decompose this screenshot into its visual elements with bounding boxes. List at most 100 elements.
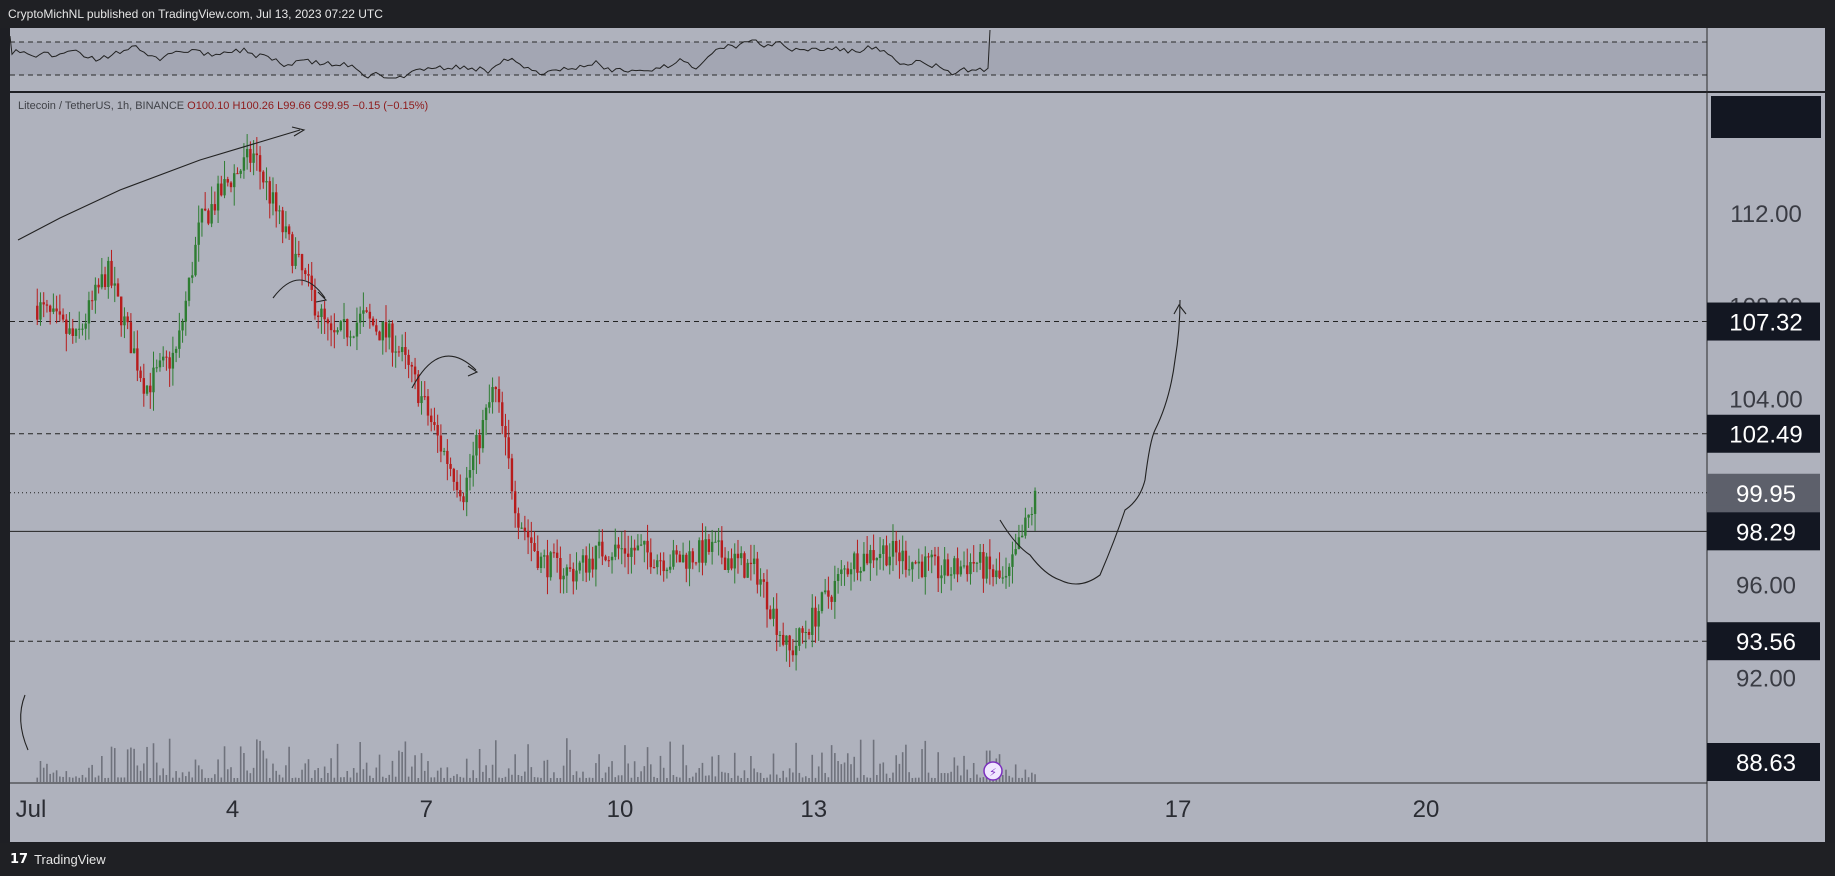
candle-body (878, 553, 882, 559)
volume-bar (617, 775, 620, 782)
candle-body (588, 558, 591, 573)
candle-body (320, 308, 323, 318)
projection-arrow-head (1173, 304, 1187, 315)
candle-body (120, 296, 123, 326)
candle-body (71, 328, 74, 336)
volume-bar (59, 776, 61, 782)
volume-bar (553, 772, 555, 782)
volume-bar (133, 748, 135, 782)
volume-bar (1031, 772, 1033, 782)
candle-body (475, 435, 478, 456)
volume-bar (107, 777, 110, 782)
volume-bar (449, 777, 452, 782)
candle-body (652, 567, 656, 569)
volume-bar (420, 753, 423, 782)
candle-body (262, 171, 265, 183)
candle-body (885, 545, 888, 566)
footer-bar: 17 TradingView (0, 843, 1835, 876)
candle-body (55, 308, 58, 312)
candle-body (794, 645, 798, 656)
volume-bar (411, 766, 413, 782)
candle-body (559, 557, 562, 580)
volume-bar (811, 754, 814, 782)
candle-body (875, 558, 879, 561)
volume-bar (333, 777, 336, 782)
candle-body (730, 558, 733, 569)
candle-body (100, 274, 104, 288)
volume-bar (685, 765, 688, 782)
volume-bar (465, 758, 468, 782)
candle-body (336, 330, 339, 333)
candles (36, 134, 1037, 671)
candle-body (975, 562, 979, 564)
volume-bar (1021, 777, 1023, 782)
volume-bar (252, 767, 255, 782)
x-tick-label: 10 (607, 796, 634, 823)
candle-body (995, 570, 998, 578)
volume-bar (375, 767, 378, 782)
volume-bars (36, 738, 1036, 782)
volume-bar (798, 772, 801, 782)
candle-body (300, 254, 304, 271)
time-axis: Jul 4 7 10 13 17 20 (16, 796, 1440, 823)
volume-bar (359, 742, 361, 782)
volume-bar (398, 750, 400, 782)
candle-body (714, 541, 717, 543)
volume-bar (1014, 764, 1017, 782)
candle-body (442, 450, 446, 452)
candle-body (291, 234, 294, 266)
volume-bar (262, 750, 265, 782)
candle-body (439, 435, 443, 452)
price-label-1: 102.49 (1707, 414, 1820, 453)
candle-body (936, 556, 940, 579)
volume-bar (918, 777, 920, 782)
candle-body (914, 562, 917, 564)
volume-bar (614, 777, 617, 782)
candle-body (417, 374, 420, 404)
tradingview-logo[interactable]: 17 TradingView (10, 852, 106, 867)
candle-body (520, 527, 523, 529)
volume-bar (733, 752, 736, 782)
candle-body (313, 289, 317, 316)
candle-body (688, 551, 691, 569)
candle-body (1017, 537, 1021, 550)
candle-body (139, 370, 142, 379)
candle-body (626, 553, 630, 557)
volume-bar (356, 772, 358, 782)
volume-bar (808, 777, 810, 782)
volume-bar (462, 777, 465, 782)
volume-bar (394, 776, 397, 782)
candle-body (591, 558, 594, 570)
volume-bar (717, 755, 720, 782)
price-label-4: 98.29 (1707, 512, 1820, 551)
candle-body (962, 565, 966, 567)
candle-body (223, 179, 226, 196)
y-tick-label: 112.00 (1730, 201, 1802, 228)
volume-bar (320, 777, 323, 782)
volume-bar (165, 774, 168, 782)
alert-icon[interactable] (983, 761, 1003, 781)
chart-area[interactable] (10, 28, 1825, 842)
price-label-bg (1707, 622, 1820, 661)
candle-body (504, 426, 507, 438)
price-label-text: 107.32 (1729, 310, 1802, 337)
volume-bar (656, 777, 659, 782)
volume-bar (637, 776, 639, 782)
volume-bar (840, 764, 843, 782)
price-label-text: 93.56 (1736, 629, 1796, 656)
candle-body (733, 553, 736, 569)
candle-body (904, 550, 908, 570)
volume-bar (36, 777, 39, 782)
volume-bar (55, 770, 58, 782)
volume-bar (168, 738, 171, 782)
volume-bar (976, 774, 978, 782)
volume-bar (514, 754, 516, 782)
candle-body (362, 310, 365, 314)
candle-body (388, 323, 391, 338)
candle-body (310, 275, 313, 290)
candle-body (546, 555, 549, 578)
volume-bar (362, 769, 365, 782)
volume-bar (730, 777, 733, 782)
volume-bar (888, 777, 891, 782)
